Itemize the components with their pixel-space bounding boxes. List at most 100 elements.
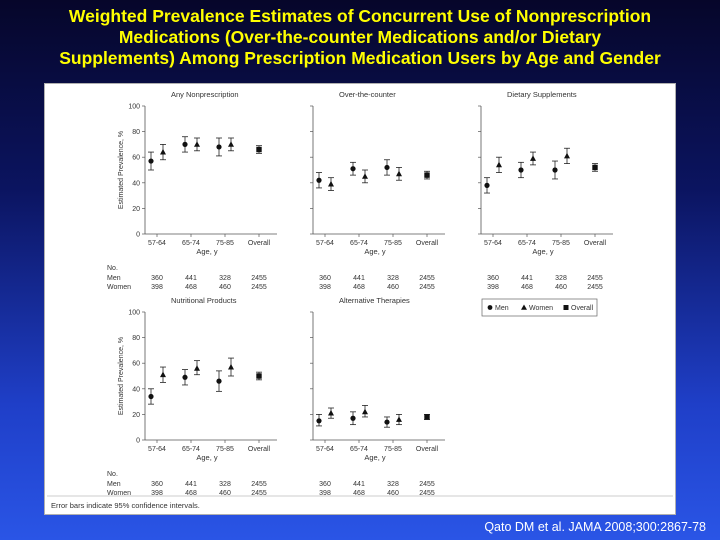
women-point <box>396 416 402 422</box>
y-tick-label: 60 <box>132 361 140 368</box>
sample-size-value: 441 <box>353 275 365 282</box>
sample-size-value: 398 <box>319 490 331 497</box>
y-axis-label: Estimated Prevalence, % <box>118 337 125 415</box>
x-tick-label: 75-85 <box>216 446 234 453</box>
sample-size-value: 360 <box>319 275 331 282</box>
sample-size-value: 441 <box>353 481 365 488</box>
x-tick-label: 57-64 <box>148 240 166 247</box>
y-tick-label: 20 <box>132 206 140 213</box>
sample-size-value: 2455 <box>419 490 435 497</box>
x-axis-label: Age, y <box>532 247 554 256</box>
sample-size-value: 398 <box>151 284 163 291</box>
x-tick-label: 75-85 <box>552 240 570 247</box>
y-axis-label: Estimated Prevalence, % <box>118 131 125 209</box>
slide-title-line-1: Weighted Prevalence Estimates of Concurr… <box>68 6 652 26</box>
sample-size-value: 441 <box>185 275 197 282</box>
x-tick-label: 75-85 <box>384 446 402 453</box>
women-point <box>328 180 334 187</box>
men-point <box>350 166 356 172</box>
men-point <box>148 158 154 164</box>
women-point <box>228 141 234 147</box>
legend-box <box>481 298 598 317</box>
sample-size-value: 2455 <box>587 284 603 291</box>
sample-size-value: 360 <box>151 275 163 282</box>
legend-label-overall: Overall <box>571 305 594 312</box>
legend-label-women: Women <box>529 305 553 312</box>
sample-size-value: 468 <box>353 284 365 291</box>
women-point <box>564 152 570 159</box>
sample-size-value: 360 <box>319 481 331 488</box>
men-point <box>182 374 188 380</box>
slide-title-line-3: Supplements) Among Prescription Medicati… <box>59 48 661 68</box>
men-point <box>148 393 154 400</box>
overall-point <box>256 373 262 379</box>
y-tick-label: 80 <box>132 129 140 136</box>
men-point <box>316 177 322 183</box>
panel-title-nutritional-products: Nutritional Products <box>171 296 237 305</box>
women-point <box>496 161 502 168</box>
x-tick-label: Overall <box>416 446 439 453</box>
sample-size-value: 468 <box>353 490 365 497</box>
x-tick-label: Overall <box>248 240 271 247</box>
legend-marker-women <box>521 304 527 310</box>
sample-size-value: 2455 <box>251 275 267 282</box>
panel-title-alternative-therapies: Alternative Therapies <box>339 296 410 305</box>
x-axis-label: Age, y <box>364 247 386 256</box>
x-tick-label: Overall <box>248 446 271 453</box>
overall-point <box>256 146 262 153</box>
sample-size-value: 398 <box>151 490 163 497</box>
men-point <box>518 167 524 173</box>
sample-size-row-label: Men <box>107 275 121 282</box>
x-axis-label: Age, y <box>364 453 386 462</box>
sample-size-header: No. <box>107 265 118 272</box>
sample-size-value: 328 <box>219 481 231 488</box>
sample-size-value: 398 <box>487 284 499 291</box>
x-tick-label: 65-74 <box>350 240 368 247</box>
x-tick-label: 65-74 <box>182 240 200 247</box>
y-tick-label: 0 <box>136 232 140 239</box>
figure-panel: Any Nonprescription 0 20 40 60 80 100 Estimated… <box>44 83 676 515</box>
sample-size-value: 360 <box>487 275 499 282</box>
legend-marker-men <box>487 305 493 310</box>
women-point <box>362 408 368 415</box>
women-point <box>194 365 200 371</box>
sample-size-value: 2455 <box>419 284 435 291</box>
men-point <box>384 164 390 171</box>
sample-size-value: 328 <box>387 275 399 282</box>
sample-size-value: 328 <box>219 275 231 282</box>
x-tick-label: 65-74 <box>182 446 200 453</box>
men-point <box>182 141 188 147</box>
x-tick-label: Overall <box>584 240 607 247</box>
y-tick-label: 60 <box>132 155 140 162</box>
sample-size-value: 460 <box>387 490 399 497</box>
overall-point <box>424 414 430 420</box>
women-point <box>160 148 166 155</box>
prevalence-figure: Any Nonprescription 0 20 40 60 80 100 Estimated… <box>47 90 673 510</box>
women-point <box>160 371 166 378</box>
y-tick-label: 20 <box>132 412 140 419</box>
sample-size-value: 2455 <box>251 284 267 291</box>
women-point <box>228 363 234 370</box>
x-axis-label: Age, y <box>196 247 218 256</box>
sample-size-row-label: Women <box>107 490 131 497</box>
sample-size-value: 441 <box>521 275 533 282</box>
citation: Qato DM et al. JAMA 2008;300:2867-78 <box>484 520 706 534</box>
women-point <box>328 409 334 416</box>
x-tick-label: 57-64 <box>316 446 334 453</box>
sample-size-value: 2455 <box>587 275 603 282</box>
sample-size-value: 460 <box>555 284 567 291</box>
x-tick-label: 75-85 <box>384 240 402 247</box>
overall-point <box>424 172 430 178</box>
sample-size-row-label: Men <box>107 481 121 488</box>
x-tick-label: 75-85 <box>216 240 234 247</box>
women-point <box>362 173 368 179</box>
legend-marker-overall <box>563 305 569 310</box>
sample-size-value: 460 <box>219 490 231 497</box>
men-point <box>350 415 356 421</box>
panel-title-over-the-counter: Over-the-counter <box>339 90 396 99</box>
sample-size-value: 468 <box>521 284 533 291</box>
women-point <box>194 141 200 147</box>
y-tick-label: 40 <box>132 386 140 393</box>
y-tick-label: 100 <box>128 310 140 317</box>
slide-title-line-2: Medications (Over-the-counter Medication… <box>118 27 602 47</box>
